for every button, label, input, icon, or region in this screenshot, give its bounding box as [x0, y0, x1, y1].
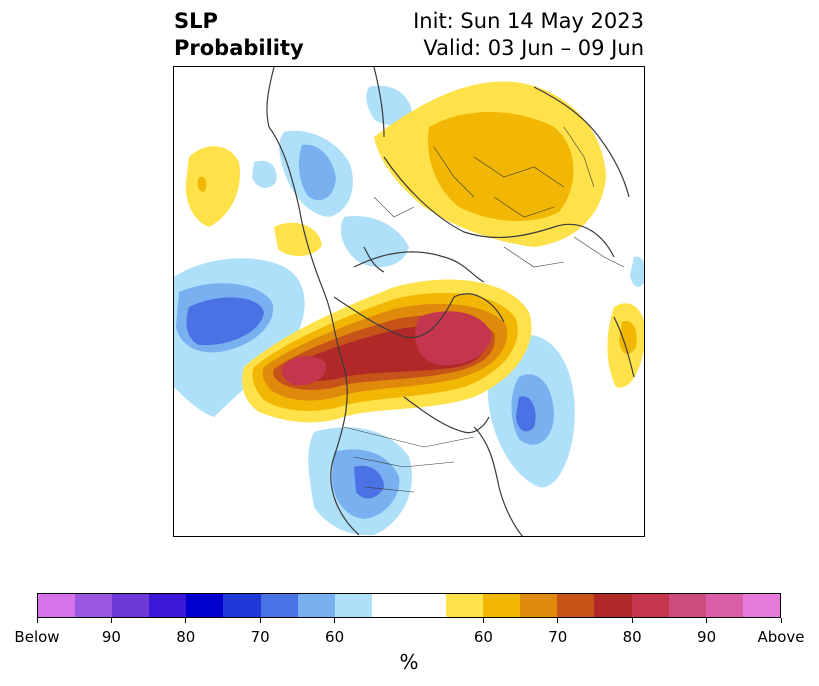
colorbar-tick — [631, 618, 633, 623]
colorbar-tick-label: Above — [757, 628, 805, 646]
colorbar-segment — [75, 594, 113, 617]
colorbar-tick-label: Below — [14, 628, 60, 646]
colorbar-tick-label: 70 — [548, 628, 568, 646]
colorbar-segment — [557, 594, 595, 617]
colorbar-segment — [705, 594, 743, 617]
colorbar-tick — [185, 618, 187, 623]
colorbar-tick-label: 80 — [176, 628, 196, 646]
init-date: Init: Sun 14 May 2023 — [413, 9, 644, 33]
colorbar-segment — [742, 594, 780, 617]
colorbar-segment — [371, 594, 409, 617]
probability-map — [173, 66, 645, 537]
colorbar-tick — [557, 618, 559, 623]
colorbar-segment — [112, 594, 150, 617]
colorbar-tick-label: 70 — [250, 628, 270, 646]
colorbar-segment — [594, 594, 632, 617]
colorbar-ticks — [36, 618, 782, 626]
valid-range: Valid: 03 Jun – 09 Jun — [423, 36, 644, 60]
colorbar-segment — [297, 594, 335, 617]
colorbar — [37, 593, 781, 618]
colorbar-tick — [36, 618, 38, 623]
colorbar-tick — [334, 618, 336, 623]
colorbar-segment — [38, 594, 76, 617]
colorbar-segment — [520, 594, 558, 617]
colorbar-tick — [259, 618, 261, 623]
colorbar-segment — [408, 594, 447, 617]
colorbar-segment — [223, 594, 261, 617]
colorbar-tick — [482, 618, 484, 623]
strong-above-normal-band — [242, 279, 532, 423]
title-metric: Probability — [174, 36, 304, 60]
colorbar-tick-label: 60 — [325, 628, 345, 646]
map-canvas — [174, 67, 644, 536]
title-right: Init: Sun 14 May 2023 Valid: 03 Jun – 09… — [413, 8, 644, 62]
colorbar-segment — [260, 594, 298, 617]
title-left: SLP Probability — [174, 8, 304, 62]
borders — [343, 126, 625, 493]
colorbar-segment — [631, 594, 669, 617]
colorbar-tick — [780, 618, 782, 623]
colorbar-tick-label: 90 — [101, 628, 121, 646]
colorbar-tick-label: 80 — [622, 628, 642, 646]
colorbar-segment — [668, 594, 706, 617]
colorbar-segment — [334, 594, 372, 617]
title-variable: SLP — [174, 9, 218, 33]
colorbar-tick — [110, 618, 112, 623]
colorbar-tick — [706, 618, 708, 623]
coastlines — [266, 67, 635, 536]
colorbar-unit: % — [399, 650, 419, 674]
colorbar-segment — [186, 594, 224, 617]
colorbar-segment — [446, 594, 484, 617]
colorbar-tick-label: 60 — [473, 628, 493, 646]
colorbar-tick-label: 90 — [697, 628, 717, 646]
above-normal-areas — [185, 81, 644, 388]
colorbar-segment — [483, 594, 521, 617]
colorbar-segment — [149, 594, 187, 617]
